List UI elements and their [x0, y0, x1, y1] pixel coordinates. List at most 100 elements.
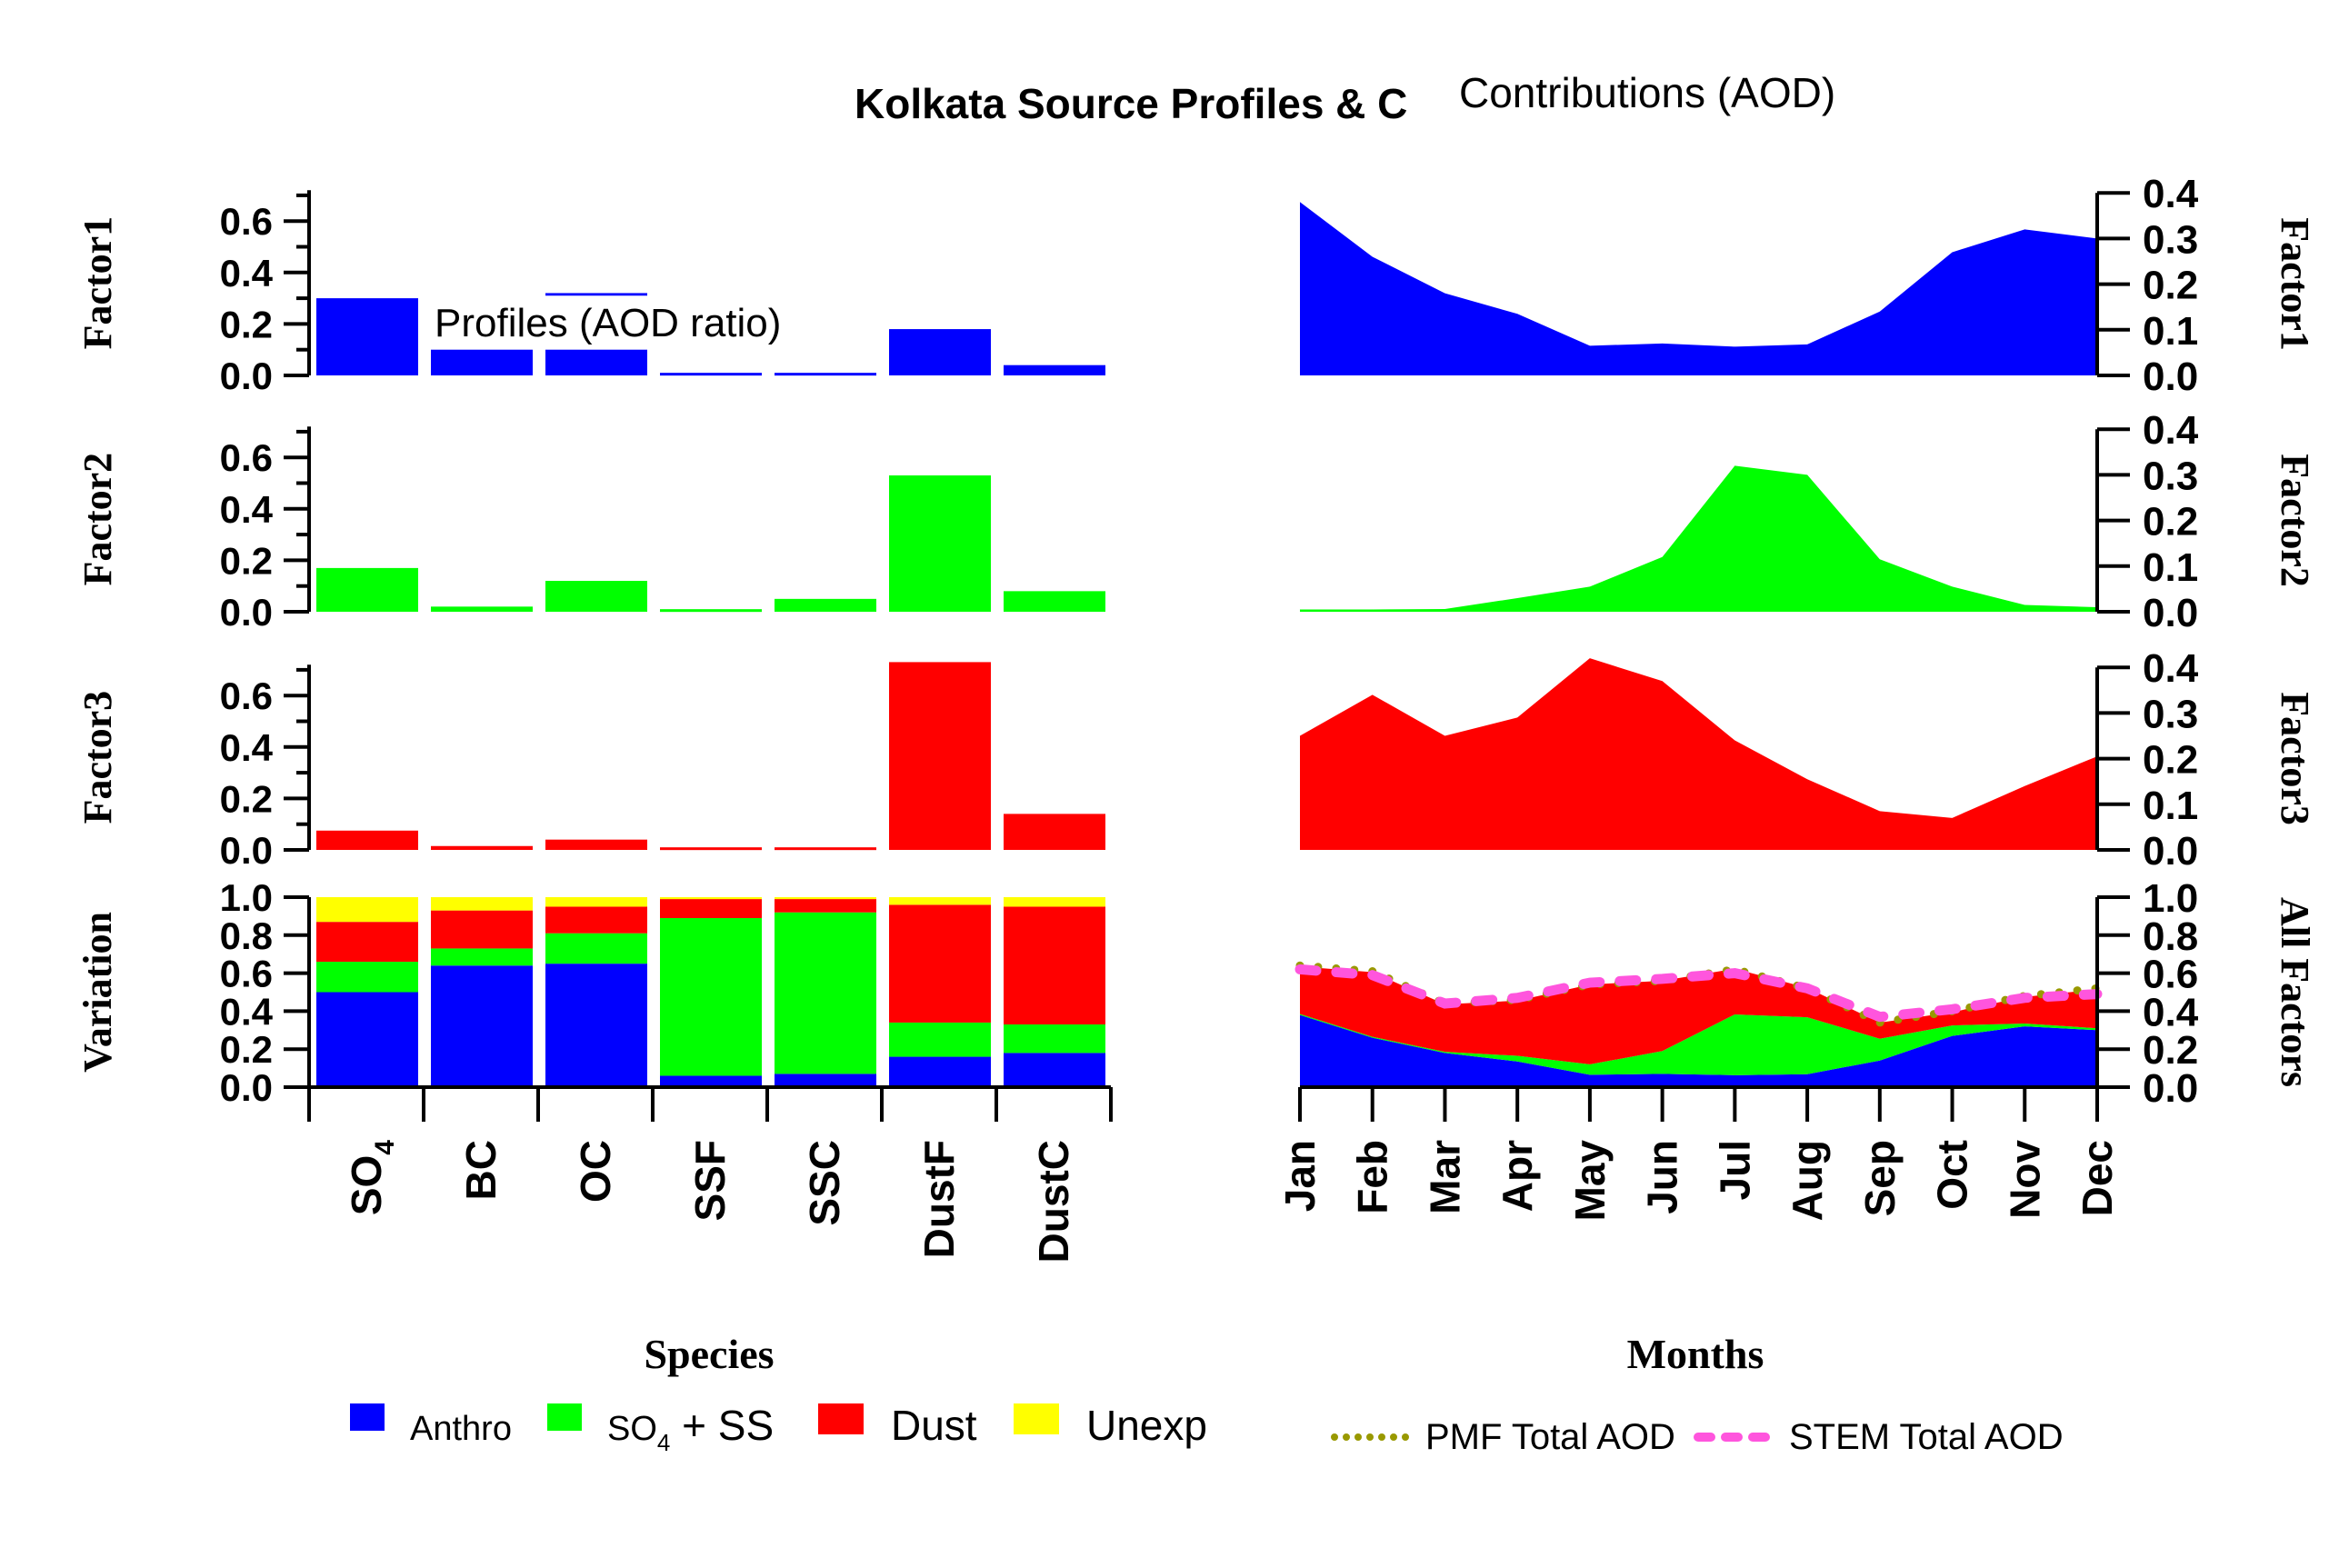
x-tick-label-main: SSC — [801, 1140, 848, 1226]
stacked-bar-segment-anthro — [775, 1074, 876, 1087]
stacked-bar-segment-unexp — [1004, 897, 1105, 907]
y-tick-label: 0.1 — [2143, 545, 2198, 590]
stacked-area-factor2 — [1300, 1014, 2097, 1075]
y-tick-label: 0.2 — [220, 777, 273, 820]
contribution-panel-4: Jan Feb Mar Apr May Jun Jul Aug Sep Oct Nov Dec Mont… — [1276, 876, 2317, 1377]
stacked-bar-segment-dust — [316, 922, 418, 963]
area-factor1 — [1300, 202, 2097, 375]
y-axis-title: Factor2 — [75, 453, 120, 586]
y-tick-label: 0.4 — [2143, 408, 2199, 453]
x-tick-label: Mar — [1421, 1140, 1468, 1214]
legend-item: SO4 + SS — [547, 1402, 774, 1456]
profiles-label: Profiles (AOD ratio) — [435, 301, 781, 345]
stacked-bar-segment-unexp — [660, 897, 762, 900]
legend-swatch-dust — [818, 1403, 864, 1434]
y-axis-title: Factor2 — [2273, 454, 2317, 587]
x-tick-label-main: BC — [457, 1140, 505, 1200]
x-tick-label: Jun — [1639, 1140, 1686, 1214]
y-tick-label: 0.1 — [2143, 309, 2198, 354]
stacked-bar-segment-dust — [889, 904, 991, 1023]
legend-item: STEM Total AOD — [1694, 1417, 2064, 1457]
x-tick-label: Aug — [1784, 1140, 1831, 1221]
legend-label-main: Unexp — [1086, 1402, 1207, 1449]
legend-label: Dust — [891, 1402, 977, 1449]
y-tick-label: 0.0 — [2143, 829, 2198, 874]
y-axis-title: Factor1 — [2273, 217, 2317, 351]
profile-panel-1: 0.0 0.2 0.4 0.6 Factor1 — [75, 190, 1105, 397]
legend-label-main: Dust — [891, 1402, 977, 1449]
y-axis-title: All Factors — [2273, 897, 2317, 1087]
y-tick-label: 0.0 — [220, 829, 273, 872]
y-tick-label: 0.0 — [220, 355, 273, 397]
stacked-area-factor3 — [1300, 966, 2097, 1064]
legend-item: Anthro — [350, 1403, 512, 1448]
x-tick-label: DustC — [1030, 1140, 1077, 1263]
area-factor3 — [1300, 658, 2097, 850]
x-tick-label-main: SSF — [686, 1140, 734, 1221]
x-tick-label: Oct — [1929, 1140, 1976, 1210]
stacked-bar-segment-anthro — [316, 992, 418, 1087]
stacked-bar-segment-unexp — [775, 897, 876, 900]
contribution-panel-1: 0.00.10.20.30.4 Factor1 — [1299, 172, 2317, 399]
profile-panel-2: 0.0 0.2 0.4 0.6 Factor2 — [75, 426, 1105, 634]
y-tick-label: 0.0 — [2143, 1066, 2198, 1111]
stacked-bar-segment-anthro — [431, 965, 533, 1087]
legend-item: PMF Total AOD — [1331, 1417, 1675, 1457]
y-tick-label: 0.6 — [220, 436, 273, 479]
stacked-bar-segment-dust — [545, 906, 647, 934]
y-tick-label: 0.3 — [2143, 454, 2198, 498]
x-tick-label: Jul — [1711, 1140, 1758, 1200]
bar — [316, 298, 418, 375]
stacked-bar-segment-so4ss — [775, 912, 876, 1074]
stacked-bar-segment-so4ss — [889, 1022, 991, 1057]
y-tick-label: 1.0 — [220, 876, 273, 919]
bar — [889, 475, 991, 612]
stacked-bar-segment-anthro — [545, 964, 647, 1087]
legend-species: Anthro SO4 + SS Dust Unexp — [350, 1402, 1207, 1456]
stacked-bar-segment-so4ss — [1004, 1024, 1105, 1054]
y-tick-label: 0.2 — [220, 539, 273, 582]
legend-label: SO4 + SS — [607, 1402, 774, 1456]
bar — [889, 329, 991, 375]
y-tick-label: 0.2 — [220, 303, 273, 345]
x-tick-label: Dec — [2074, 1140, 2121, 1216]
y-tick-label: 0.8 — [220, 914, 273, 957]
x-tick-label: Jan — [1276, 1140, 1324, 1212]
y-tick-label: 0.0 — [220, 1066, 273, 1109]
stacked-area-factor1 — [1300, 1014, 2097, 1087]
legend-label-main: SO — [607, 1410, 657, 1448]
contribution-panel-3: 0.00.10.20.30.4 Factor3 — [1299, 646, 2317, 874]
stacked-bar-segment-anthro — [1004, 1053, 1105, 1087]
y-axis-title: Variation — [75, 912, 120, 1073]
legend-swatch-anthro — [350, 1403, 385, 1431]
stacked-bar-segment-anthro — [889, 1056, 991, 1087]
y-tick-label: 0.2 — [220, 1028, 273, 1071]
y-axis-title: Factor1 — [75, 216, 120, 350]
y-tick-label: 0.2 — [2143, 1028, 2198, 1073]
stacked-bar-segment-so4ss — [431, 948, 533, 966]
y-tick-label: 0.6 — [220, 674, 273, 717]
bar — [889, 662, 991, 850]
label-mask — [545, 295, 647, 350]
y-tick-label: 0.4 — [220, 726, 274, 769]
stacked-bar-segment-unexp — [431, 897, 533, 911]
contribution-panel-2: 0.00.10.20.30.4 Factor2 — [1299, 408, 2317, 635]
x-tick-label-main: SO — [343, 1155, 390, 1215]
y-tick-label: 0.6 — [220, 200, 273, 243]
x-tick-label: Sep — [1856, 1140, 1904, 1216]
stacked-bar-segment-so4ss — [316, 962, 418, 993]
x-tick-label: SO4 — [343, 1140, 400, 1215]
bar — [1004, 814, 1105, 850]
stacked-bar-segment-dust — [431, 910, 533, 949]
title-right: Contributions (AOD) — [1459, 69, 1835, 116]
x-tick-label: SSF — [686, 1140, 734, 1221]
bar — [545, 839, 647, 850]
legend-swatch-unexp — [1014, 1403, 1059, 1434]
y-tick-label: 0.4 — [2143, 646, 2199, 691]
bar — [660, 609, 762, 613]
x-tick-label-main: DustF — [915, 1140, 963, 1258]
bar — [660, 847, 762, 851]
x-tick-label: BC — [457, 1140, 505, 1200]
x-axis-title: Months — [1627, 1331, 1764, 1377]
